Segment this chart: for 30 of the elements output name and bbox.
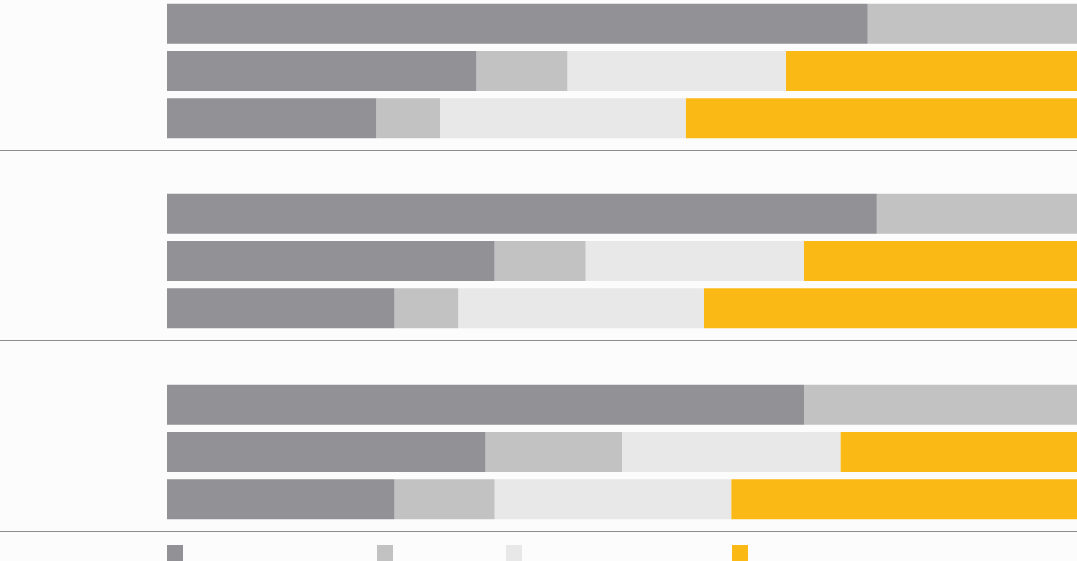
bar [167, 384, 804, 425]
bar [376, 98, 440, 139]
bar [494, 479, 732, 520]
bar [785, 51, 1077, 91]
bar [703, 288, 1077, 329]
bar [494, 241, 586, 281]
bar [804, 241, 1077, 281]
bar [167, 51, 477, 91]
bar [167, 98, 377, 139]
bar [394, 288, 459, 329]
bar [840, 432, 1077, 472]
bar [622, 432, 841, 472]
bar [567, 51, 786, 91]
bar [476, 51, 568, 91]
bar [167, 479, 395, 520]
bar [167, 432, 486, 472]
bar [876, 193, 1077, 234]
bar [167, 288, 395, 329]
bar [685, 98, 1077, 139]
bar [167, 241, 495, 281]
bar [167, 193, 877, 234]
bar [440, 98, 686, 139]
bar [458, 288, 704, 329]
bar [867, 3, 1077, 44]
bar [585, 241, 804, 281]
bar [485, 432, 622, 472]
bar [804, 384, 1077, 425]
bar [167, 3, 868, 44]
bar [394, 479, 495, 520]
bar [731, 479, 1077, 520]
